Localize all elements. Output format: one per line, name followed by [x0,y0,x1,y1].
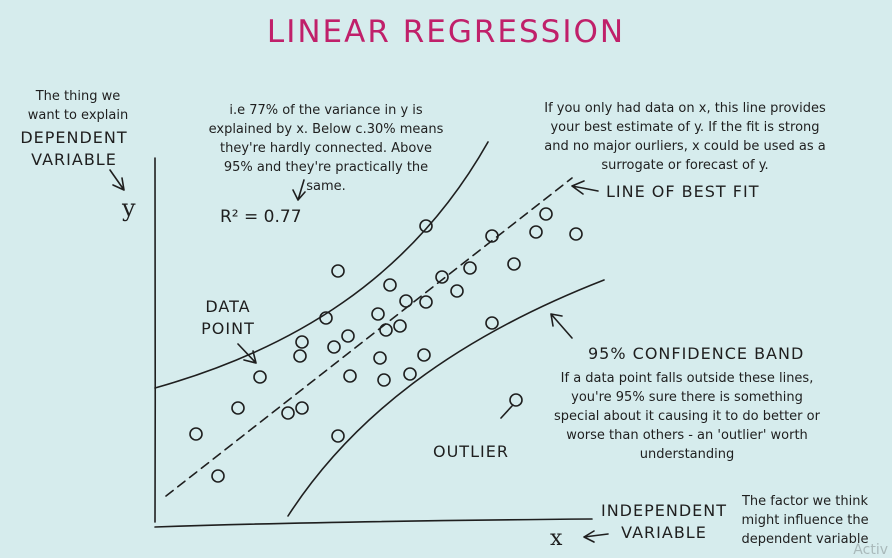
data-point [327,340,341,354]
x-axis [154,518,593,528]
data-point [450,284,464,298]
outlier-arrow [500,405,513,419]
data-point [377,373,391,387]
data-point [399,294,413,308]
data-point [463,261,477,275]
lower-confidence-band [287,279,605,517]
data-point [373,351,387,365]
r-squared-value: R² = 0.77 [220,207,302,227]
dependent-arrow [109,169,125,191]
data-point [417,348,431,362]
data-point [383,278,397,292]
data-point [211,469,225,483]
data-point [419,295,433,309]
data-point [319,311,333,325]
data-point [419,219,433,233]
page-title: LINEAR REGRESSION [266,14,626,50]
data-point [343,369,357,383]
data-point [539,207,553,221]
independent-variable-note: The factor we think might influence the … [741,494,869,547]
upper-confidence-band [154,141,489,389]
best-fit-note: If you only had data on x, this line pro… [544,101,826,173]
line-of-best-fit [165,177,573,497]
r-squared-note: i.e 77% of the variance in y is explaine… [208,103,444,194]
r2-arrow [292,179,306,201]
data-point [189,427,203,441]
dependent-variable-label: DEPENDENT VARIABLE [20,128,128,169]
data-point [281,406,295,420]
independent-arrow [583,530,609,543]
data-point [341,329,355,343]
confidence-band-label: 95% CONFIDENCE BAND [588,344,805,363]
data-point-arrow [237,343,257,364]
data-point [435,270,449,284]
data-point [485,316,499,330]
data-point [253,370,267,384]
y-axis-label: y [121,194,136,222]
confidence-band-note: If a data point falls outside these line… [554,371,820,462]
data-point [529,225,543,239]
data-point [379,323,393,337]
data-point [485,229,499,243]
data-point [295,401,309,415]
x-axis-label: x [550,526,563,551]
data-point [371,307,385,321]
data-point [569,227,583,241]
data-point [393,319,407,333]
data-point [403,367,417,381]
data-point-label: DATA POINT [201,297,255,338]
independent-variable-label: INDEPENDENT VARIABLE [600,501,727,542]
y-axis [153,157,157,523]
confidence-arrow [550,313,573,339]
outlier-point [509,393,523,407]
data-point [331,264,345,278]
best-fit-arrow [571,180,599,195]
data-point [231,401,245,415]
data-point [331,429,345,443]
data-point [507,257,521,271]
data-point [293,349,307,363]
best-fit-label: LINE OF BEST FIT [606,182,760,201]
outlier-label: OUTLIER [433,442,509,461]
dependent-variable-note: The thing we want to explain [27,89,129,123]
data-point [295,335,309,349]
